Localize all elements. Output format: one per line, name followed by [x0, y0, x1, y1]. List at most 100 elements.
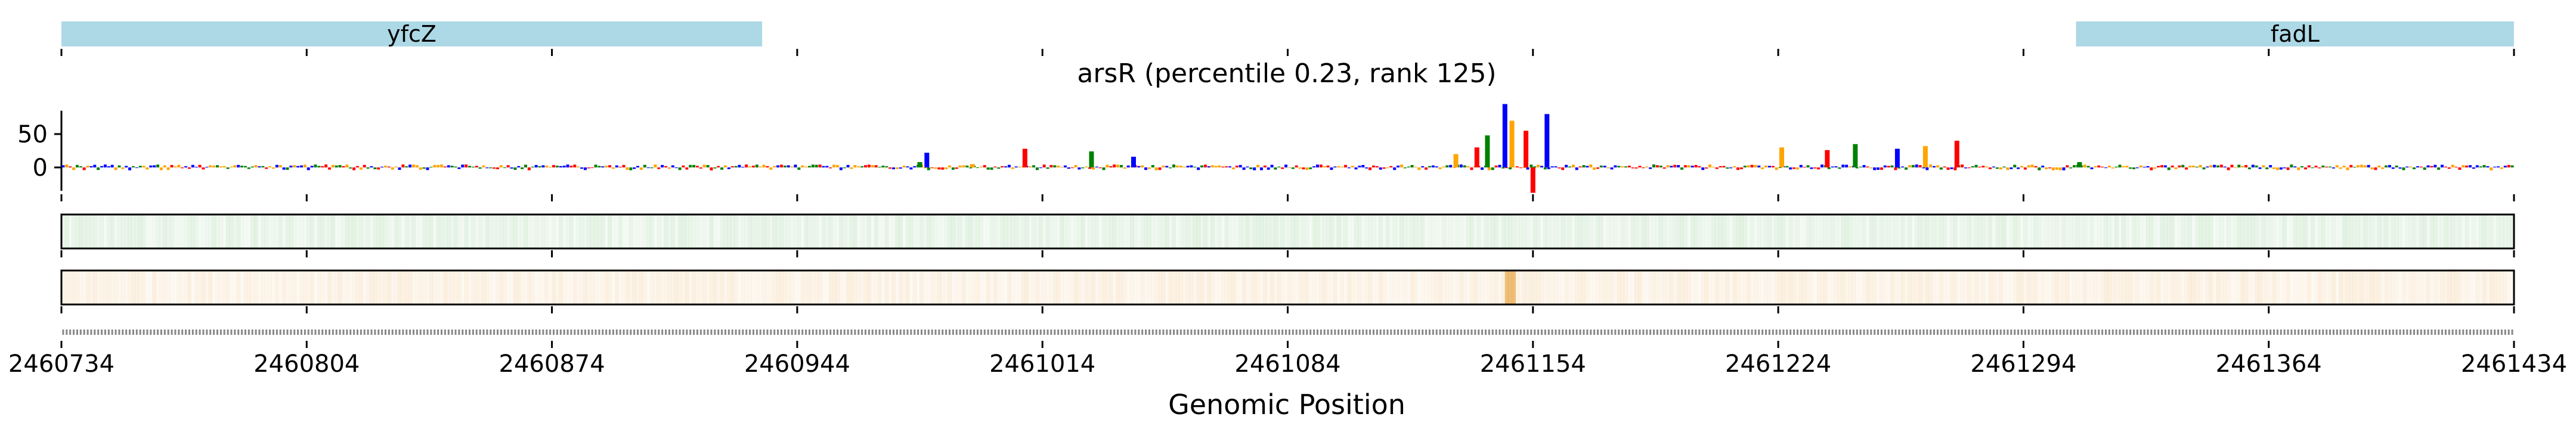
- sequence-base-117: [472, 329, 474, 335]
- sequence-base-55: [255, 329, 257, 335]
- sequence-base-116: [469, 329, 471, 335]
- track2-cells-cell-587: [2118, 271, 2122, 304]
- sequence-base-659: [2371, 329, 2373, 335]
- track2-cells-cell-336: [1239, 271, 1243, 304]
- track1-cells-cell-573: [2069, 214, 2073, 248]
- baseline-letter-422: [1540, 166, 1543, 167]
- track1-cells-cell-592: [2135, 214, 2140, 248]
- sequence-base-668: [2402, 329, 2405, 335]
- baseline-letter-92: [384, 166, 388, 167]
- track1-cells-cell-439: [1599, 214, 1603, 248]
- sequence-base-458: [1667, 329, 1669, 335]
- baseline-letter-651: [2342, 166, 2346, 167]
- sequence-base-432: [1575, 329, 1578, 335]
- track1-cells-cell-556: [2009, 214, 2014, 248]
- track1-cells-cell-656: [2360, 214, 2364, 248]
- track2-cells-cell-662: [2380, 271, 2385, 304]
- sequence-base-549: [1986, 329, 1988, 335]
- sequence-base-73: [318, 329, 320, 335]
- baseline-letter-227: [857, 166, 860, 167]
- track1-cells-cell-467: [1697, 214, 1702, 248]
- baseline-letter-593: [2139, 165, 2142, 167]
- track1-cells-cell-180: [692, 214, 696, 248]
- track1-cells-cell-567: [2048, 214, 2052, 248]
- sequence-base-230: [868, 329, 870, 335]
- track1-cells-cell-577: [2083, 214, 2087, 248]
- sequence-base-393: [1439, 329, 1441, 335]
- sequence-base-365: [1341, 329, 1343, 335]
- track2-cells-cell-172: [664, 271, 668, 304]
- baseline-letter-81: [345, 164, 349, 167]
- track2-cells-cell-83: [352, 271, 357, 304]
- baseline-letter-203: [773, 166, 776, 167]
- baseline-letter-51: [240, 166, 244, 167]
- track2-cells-cell-55: [254, 271, 258, 304]
- baseline-letter-584: [2107, 166, 2111, 167]
- track1-cells-cell-112: [454, 214, 458, 248]
- baseline-letter-627: [2258, 167, 2262, 169]
- track1-cells-cell-43: [212, 214, 216, 248]
- sequence-base-538: [1947, 329, 1949, 335]
- baseline-letter-687: [2469, 165, 2472, 167]
- sequence-base-197: [752, 329, 754, 335]
- baseline-letter-332: [1225, 166, 1228, 167]
- track2-cells-cell-195: [744, 271, 749, 304]
- sequence-base-403: [1474, 329, 1476, 335]
- sequence-base-210: [798, 329, 800, 335]
- sequence-base-227: [857, 329, 860, 335]
- sequence-base-319: [1179, 329, 1182, 335]
- track1-cells-cell-169: [653, 214, 658, 248]
- sequence-base-17: [122, 329, 124, 335]
- baseline-letter-556: [2010, 167, 2013, 169]
- baseline-letter-131: [521, 167, 524, 169]
- sequence-base-159: [619, 329, 621, 335]
- track1-cells-cell-26: [152, 214, 157, 248]
- track1-cells-cell-456: [1659, 214, 1663, 248]
- sequence-base-446: [1625, 329, 1627, 335]
- sequence-base-373: [1369, 329, 1371, 335]
- baseline-letter-2: [69, 166, 72, 167]
- track2-cells-cell-169: [653, 271, 658, 304]
- track2-cells-cell-547: [1978, 271, 1982, 304]
- track1-cells-cell-33: [177, 214, 181, 248]
- track2-cells-cell-673: [2419, 271, 2423, 304]
- track1-cells-cell-247: [927, 214, 931, 248]
- baseline-letter-387: [1417, 167, 1421, 170]
- baseline-letter-640: [2303, 167, 2307, 170]
- track2-cells-cell-615: [2216, 271, 2220, 304]
- baseline-letter-530: [1918, 165, 1922, 167]
- baseline-letter-268: [1001, 166, 1004, 167]
- baseline-letter-381: [1397, 165, 1400, 167]
- baseline-letter-469: [1705, 167, 1708, 169]
- sequence-base-144: [566, 329, 569, 335]
- track2-cells-cell-484: [1757, 271, 1761, 304]
- track2-cells-cell-56: [258, 271, 262, 304]
- baseline-letter-461: [1677, 165, 1680, 167]
- sequence-base-694: [2494, 329, 2496, 335]
- baseline-letter-460: [1673, 164, 1677, 167]
- sequence-base-63: [283, 329, 285, 335]
- track2-cells-cell-518: [1876, 271, 1880, 304]
- track2-cells-cell-89: [373, 271, 377, 304]
- track2-cells-cell-542: [1960, 271, 1965, 304]
- track1-cells-cell-341: [1256, 214, 1260, 248]
- track1-cells-cell-693: [2489, 214, 2494, 248]
- track2-cells-cell-192: [734, 271, 738, 304]
- baseline-letter-448: [1631, 167, 1634, 169]
- baseline-letter-75: [324, 164, 328, 167]
- track1-cells-cell-429: [1564, 214, 1569, 248]
- track1-cells-cell-111: [450, 214, 454, 248]
- track2-cells-cell-309: [1144, 271, 1148, 304]
- track2-cells-cell-103: [422, 271, 426, 304]
- track2-cells-cell-164: [636, 271, 640, 304]
- baseline-letter-458: [1666, 165, 1670, 167]
- track2-cells-cell-418: [1526, 271, 1530, 304]
- track2-cells-cell-43: [212, 271, 216, 304]
- sequence-base-153: [598, 329, 600, 335]
- baseline-letter-557: [2013, 164, 2017, 167]
- track1-cells-cell-203: [772, 214, 777, 248]
- sequence-base-558: [2017, 329, 2020, 335]
- track2-cells-cell-337: [1242, 271, 1246, 304]
- sequence-base-85: [360, 329, 362, 335]
- track1-cells-cell-187: [716, 214, 721, 248]
